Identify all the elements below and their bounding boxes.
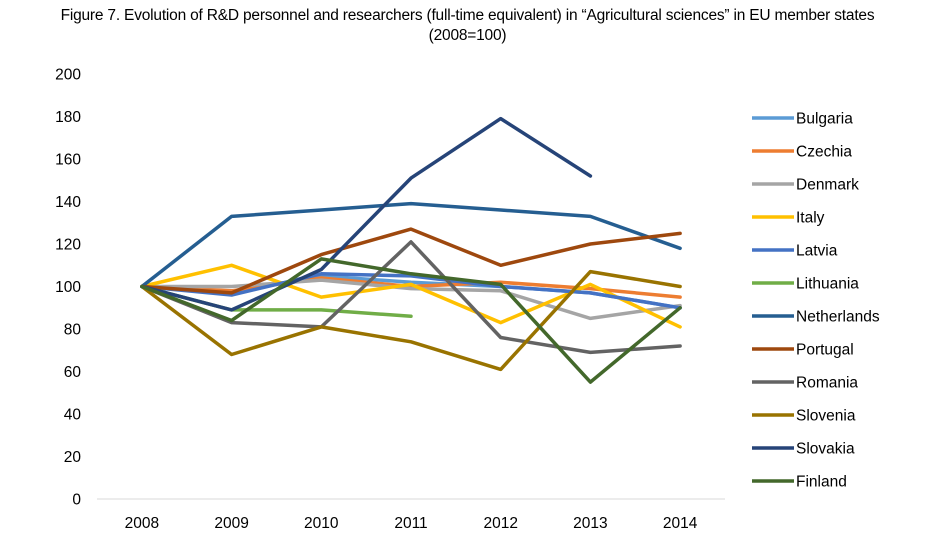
plot-series: [140, 116, 682, 384]
y-tick-label: 140: [55, 194, 81, 211]
series-line-portugal: [140, 227, 682, 295]
legend-label-slovenia: Slovenia: [796, 408, 856, 425]
legend-label-romania: Romania: [796, 375, 858, 392]
y-tick-label: 60: [64, 364, 82, 381]
chart-subtitle: (2008=100): [428, 27, 507, 44]
chart-title-block: Figure 7. Evolution of R&D personnel and…: [0, 6, 935, 46]
legend-label-latvia: Latvia: [796, 243, 838, 260]
series-line-czechia: [140, 276, 682, 299]
y-tick-label: 120: [55, 237, 81, 254]
legend-label-finland: Finland: [796, 474, 847, 491]
series-line-slovenia: [140, 269, 682, 372]
x-tick-label: 2008: [125, 515, 159, 532]
legend-label-slovakia: Slovakia: [796, 441, 855, 458]
legend-label-italy: Italy: [796, 210, 825, 227]
legend-label-denmark: Denmark: [796, 177, 859, 194]
series-line-netherlands: [140, 201, 682, 289]
series-line-finland: [140, 257, 682, 384]
x-tick-label: 2010: [304, 515, 339, 532]
legend-label-lithuania: Lithuania: [796, 276, 859, 293]
x-tick-label: 2009: [214, 515, 248, 532]
series-line-romania: [140, 240, 682, 355]
y-tick-label: 180: [55, 109, 81, 126]
chart-title: Figure 7. Evolution of R&D personnel and…: [60, 7, 875, 24]
y-tick-label: 200: [55, 67, 81, 84]
legend-label-netherlands: Netherlands: [796, 309, 880, 326]
y-tick-label: 0: [72, 492, 81, 509]
x-tick-label: 2014: [663, 515, 698, 532]
y-tick-label: 20: [64, 449, 82, 466]
y-tick-label: 100: [55, 279, 81, 296]
y-tick-label: 40: [64, 407, 82, 424]
series-line-denmark: [140, 278, 682, 321]
x-axis: 2008 2009 2010 2011 2012 2013 2014: [97, 498, 725, 532]
y-axis: 0 20 40 60 80 100 120 140 160 180 200: [55, 67, 81, 509]
series-line-italy: [140, 263, 682, 329]
y-tick-label: 80: [64, 322, 82, 339]
x-tick-label: 2013: [573, 515, 607, 532]
y-tick-label: 160: [55, 152, 81, 169]
x-tick-label: 2012: [483, 515, 517, 532]
series-line-latvia: [140, 272, 682, 310]
legend-label-czechia: Czechia: [796, 144, 852, 161]
legend-label-bulgaria: Bulgaria: [796, 111, 853, 128]
legend-label-portugal: Portugal: [796, 342, 854, 359]
x-tick-label: 2011: [394, 515, 427, 532]
legend: Bulgaria Czechia Denmark Italy Latvia Lithuan…: [752, 111, 880, 491]
series-line-slovakia: [140, 116, 593, 312]
